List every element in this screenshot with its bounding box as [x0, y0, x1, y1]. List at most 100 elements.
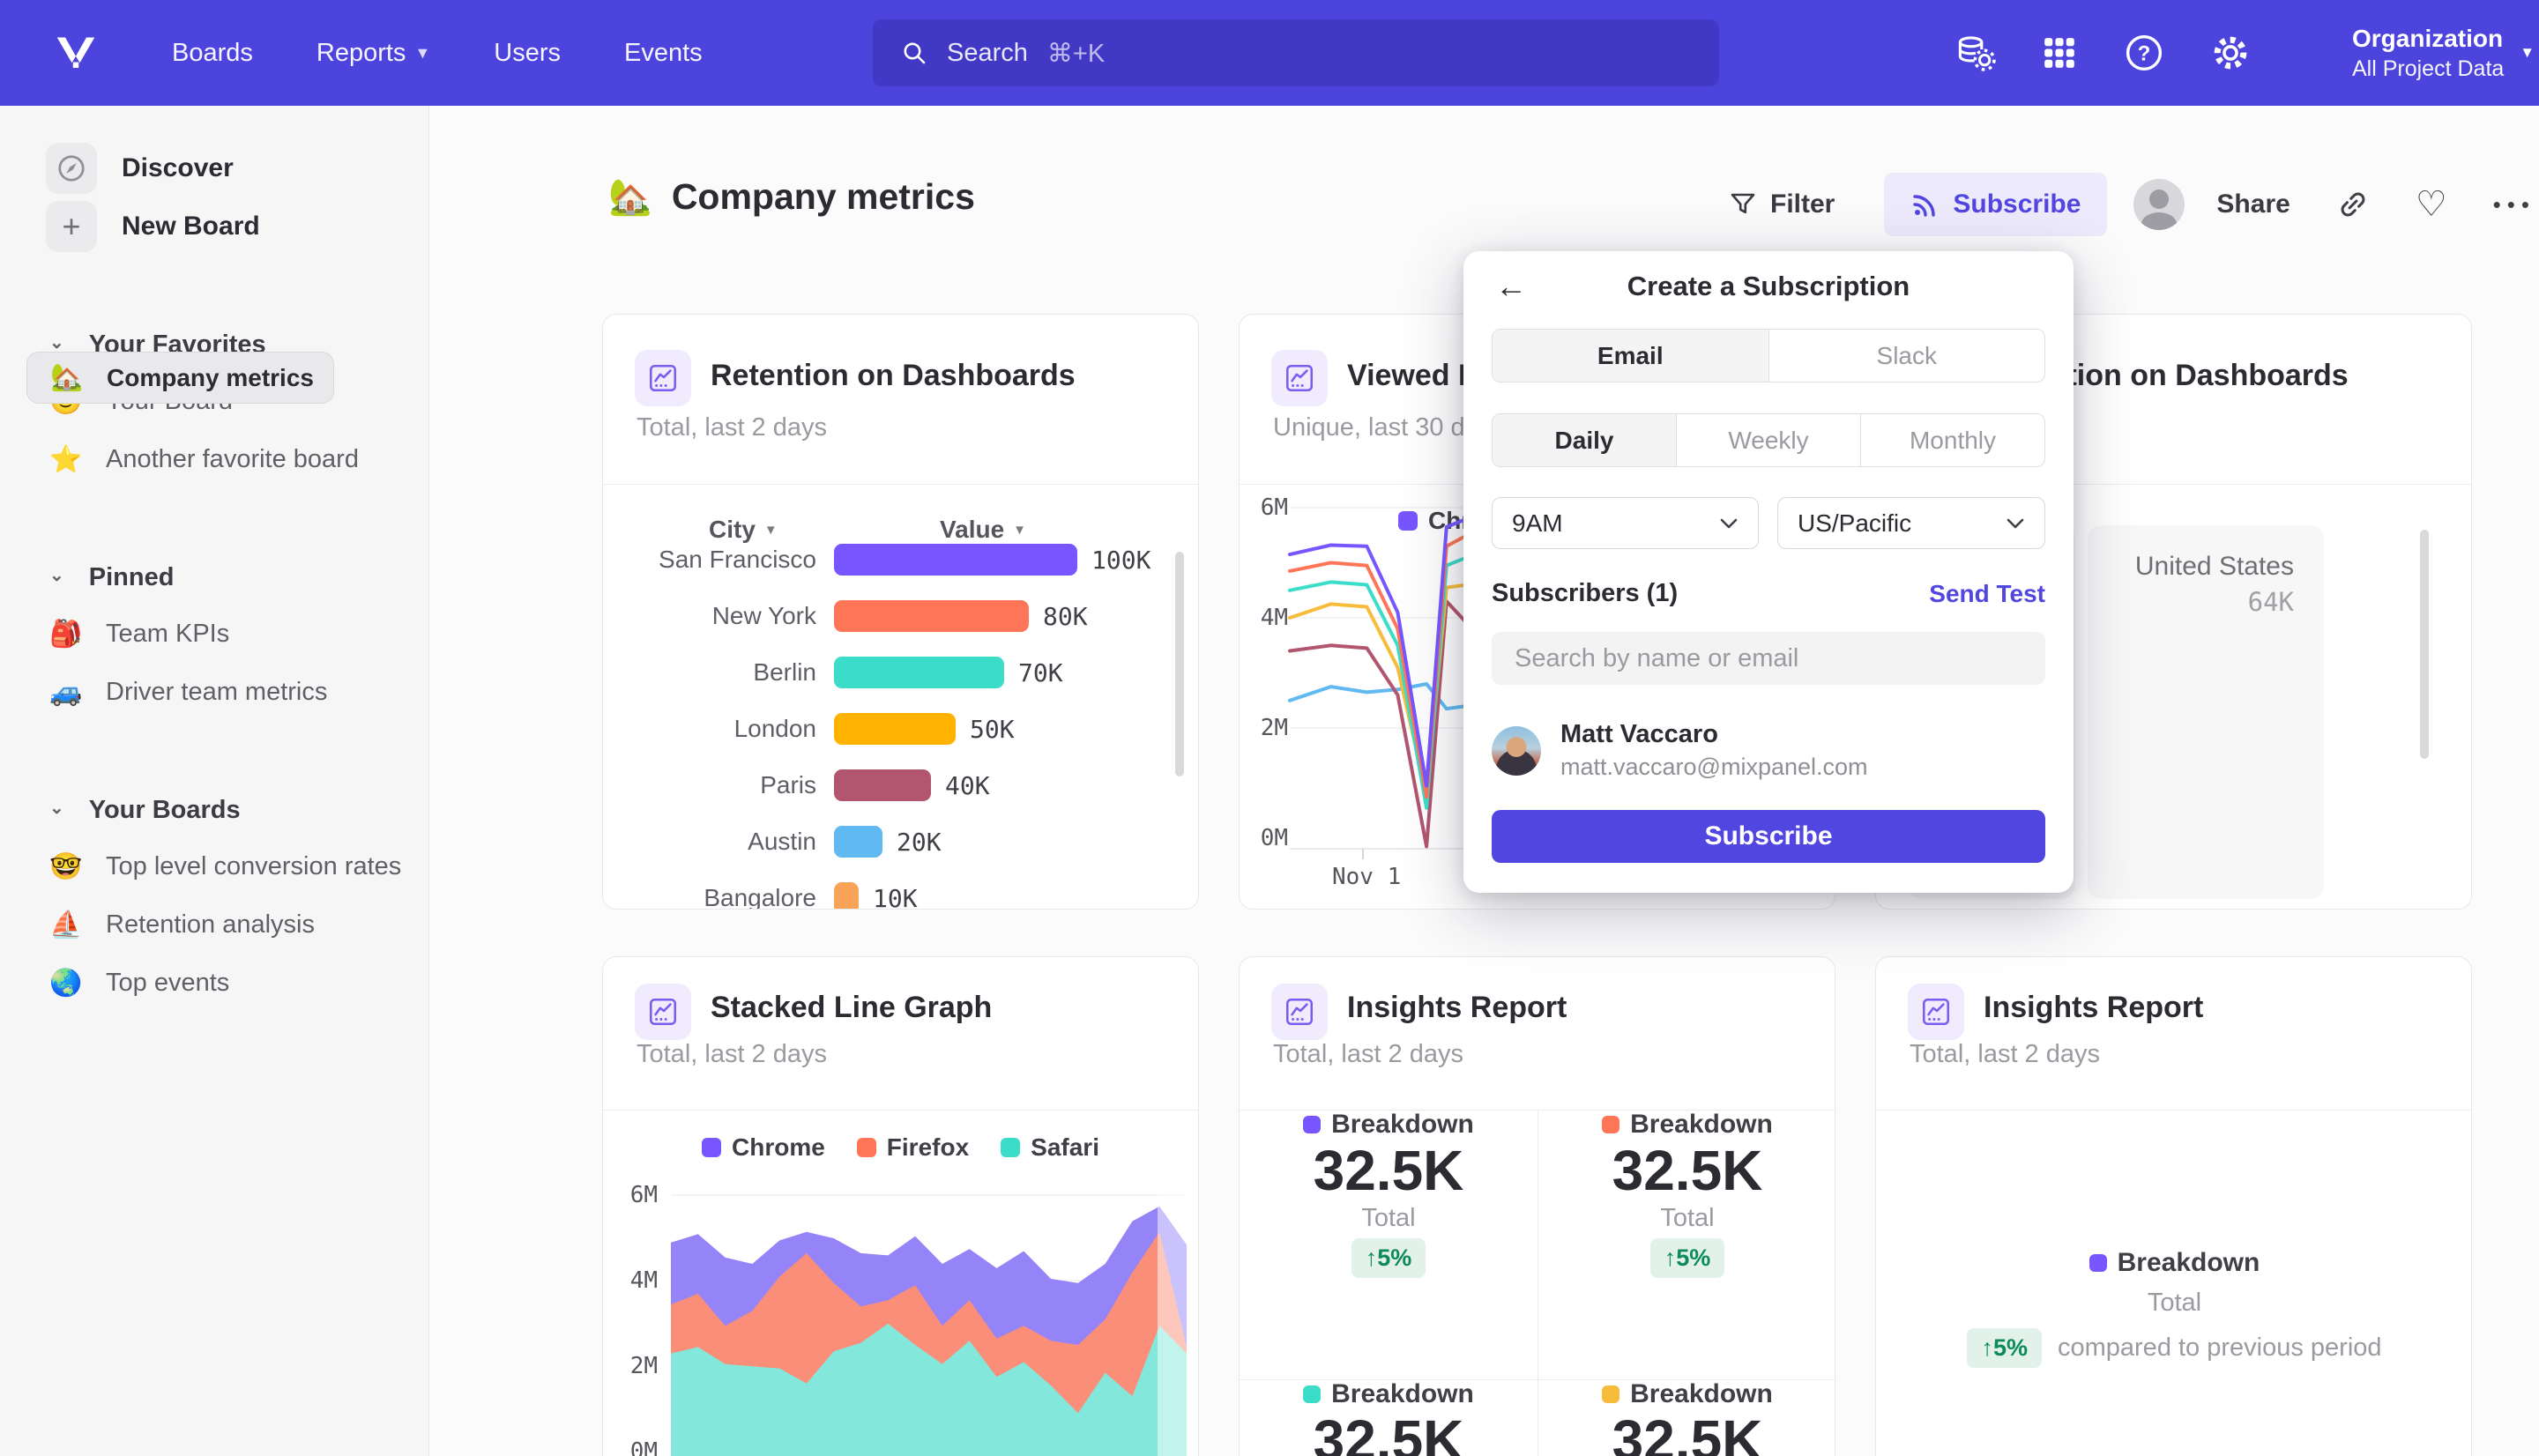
row-bar [834, 769, 931, 801]
search-input[interactable]: Search ⌘+K [873, 19, 1719, 86]
sidebar-item-top-events[interactable]: 🌏 Top events [49, 968, 230, 998]
column-header-city[interactable]: City ▼ [709, 516, 778, 543]
card-subtitle: Total, last 2 days [637, 1040, 827, 1068]
sidebar-item-another-favorite-board[interactable]: ⭐ Another favorite board [49, 444, 359, 474]
send-test-link[interactable]: Send Test [1929, 579, 2045, 607]
legend-item[interactable]: Breakdown [1602, 1379, 1773, 1409]
copy-link-button[interactable] [2336, 188, 2370, 221]
frequency-tab-monthly[interactable]: Monthly [1860, 414, 2044, 466]
legend-item[interactable]: Breakdown [1602, 1110, 1773, 1140]
card-scrollbar[interactable] [2420, 530, 2429, 759]
nav-item-users[interactable]: Users [494, 38, 561, 67]
svg-text:?: ? [2138, 41, 2151, 65]
legend-item[interactable]: Breakdown [1303, 1110, 1474, 1140]
row-bar [834, 882, 859, 909]
x-axis-tick-label: Nov 1 [1332, 864, 1402, 890]
row-label: London [733, 715, 816, 742]
compass-icon [46, 143, 97, 194]
time-select[interactable]: 9AM [1492, 497, 1759, 549]
sidebar-item-company-metrics[interactable]: 🏡 Company metrics [26, 352, 334, 404]
top-nav: Boards Reports ▼ Users Events Search ⌘+K ? O… [0, 0, 2539, 106]
table-row: San Francisco 100K [603, 540, 1198, 579]
legend-item-firefox[interactable]: Firefox [856, 1133, 969, 1162]
board-emoji: ⭐ [49, 444, 83, 474]
metric-value: 32.5K [1313, 1139, 1464, 1202]
org-switcher[interactable]: Organization All Project Data ▼ [2352, 0, 2535, 106]
apps-grid-icon[interactable] [2040, 33, 2079, 72]
row-label: Austin [748, 828, 816, 855]
frequency-tab-daily[interactable]: Daily [1493, 414, 1676, 466]
mixpanel-logo[interactable] [49, 26, 102, 79]
subscribe-button[interactable]: Subscribe [1884, 173, 2108, 236]
metric-value: 32.5K [1612, 1408, 1763, 1456]
org-project: All Project Data [2352, 56, 2505, 81]
chevron-down-icon [2007, 518, 2024, 528]
sidebar-section-your-boards[interactable]: ⌄ Your Boards [49, 795, 241, 824]
nav-item-events[interactable]: Events [624, 38, 703, 67]
modal-subscribe-button[interactable]: Subscribe [1492, 810, 2045, 863]
card-subtitle: Total, last 2 days [1910, 1040, 2100, 1068]
row-label: Paris [760, 771, 816, 799]
row-value: 50K [970, 714, 1015, 744]
channel-tab-slack[interactable]: Slack [1768, 330, 2044, 382]
board-emoji: ⛵ [49, 910, 83, 940]
table-row: London 50K [603, 709, 1198, 748]
settings-gear-icon[interactable] [2209, 32, 2252, 74]
filter-button[interactable]: Filter [1728, 189, 1835, 219]
row-value: 20K [897, 827, 942, 857]
frequency-tabs: Daily Weekly Monthly [1492, 413, 2045, 467]
user-avatar[interactable] [2133, 179, 2185, 230]
legend-swatch [1602, 1385, 1620, 1403]
legend-item-chrome[interactable]: Chrome [702, 1133, 825, 1162]
channel-tab-email[interactable]: Email [1493, 330, 1768, 382]
sidebar-item-discover[interactable]: Discover [0, 139, 428, 197]
subscriber-search-input[interactable]: Search by name or email [1492, 632, 2045, 685]
delta-badge: ↑5% [1351, 1238, 1426, 1278]
nav-item-reports[interactable]: Reports ▼ [316, 38, 431, 67]
card-insights-report-single: Insights Report Total, last 2 days Break… [1875, 956, 2472, 1456]
sidebar-item-new-board[interactable]: + New Board [0, 197, 428, 256]
more-options-button[interactable]: ••• [2492, 190, 2535, 218]
sidebar-item-retention-analysis[interactable]: ⛵ Retention analysis [49, 910, 315, 940]
table-row: New York 80K [603, 597, 1198, 635]
row-label: New York [711, 602, 816, 629]
subscribers-label: Subscribers (1) [1492, 579, 1679, 607]
row-value: 80K [1043, 601, 1088, 631]
sidebar: Discover+New Board⌄Your Favorites🙂Your B… [0, 106, 429, 1456]
subscription-modal: ← Create a Subscription Email Slack Daily… [1463, 251, 2074, 893]
country-tile-united-states[interactable]: United States 64K [2088, 525, 2324, 899]
nav-item-boards[interactable]: Boards [172, 38, 253, 67]
sidebar-item-top-level-conversion-rates[interactable]: 🤓 Top level conversion rates [49, 851, 402, 881]
sidebar-item-driver-team-metrics[interactable]: 🚙 Driver team metrics [49, 677, 328, 707]
metric-value: 32.5K [1612, 1139, 1763, 1202]
legend-item-safari[interactable]: Safari [1001, 1133, 1099, 1162]
timezone-select[interactable]: US/Pacific [1777, 497, 2045, 549]
report-icon [1908, 984, 1964, 1040]
legend-item[interactable]: Breakdown [2089, 1248, 2260, 1278]
frequency-tab-weekly[interactable]: Weekly [1676, 414, 1860, 466]
subscriber-row[interactable]: Matt Vaccaro matt.vaccaro@mixpanel.com [1492, 720, 1868, 781]
favorite-button[interactable]: ♡ [2415, 185, 2447, 224]
row-label: San Francisco [659, 546, 816, 573]
sidebar-item-team-kpis[interactable]: 🎒 Team KPIs [49, 619, 230, 649]
legend-swatch [1398, 511, 1418, 531]
row-bar [834, 826, 882, 858]
board-emoji: 🤓 [49, 851, 83, 881]
board-emoji: 🎒 [49, 619, 83, 649]
page-title: 🏡 Company metrics [608, 176, 975, 217]
sidebar-section-pinned[interactable]: ⌄ Pinned [49, 562, 175, 591]
filter-icon [1731, 193, 1755, 214]
sort-caret-icon: ▼ [1013, 522, 1027, 538]
table-scrollbar[interactable] [1175, 552, 1184, 776]
help-icon[interactable]: ? [2123, 32, 2165, 74]
data-icon[interactable] [1955, 33, 1996, 73]
delta-note: compared to previous period [2057, 1333, 2382, 1362]
card-title: Insights Report [1984, 991, 2204, 1024]
org-name: Organization [2352, 24, 2504, 52]
back-arrow-icon[interactable]: ← [1495, 268, 1527, 304]
legend-item[interactable]: Breakdown [1303, 1379, 1474, 1409]
column-header-value[interactable]: Value ▼ [940, 516, 1027, 543]
share-button[interactable]: Share [2216, 189, 2290, 219]
